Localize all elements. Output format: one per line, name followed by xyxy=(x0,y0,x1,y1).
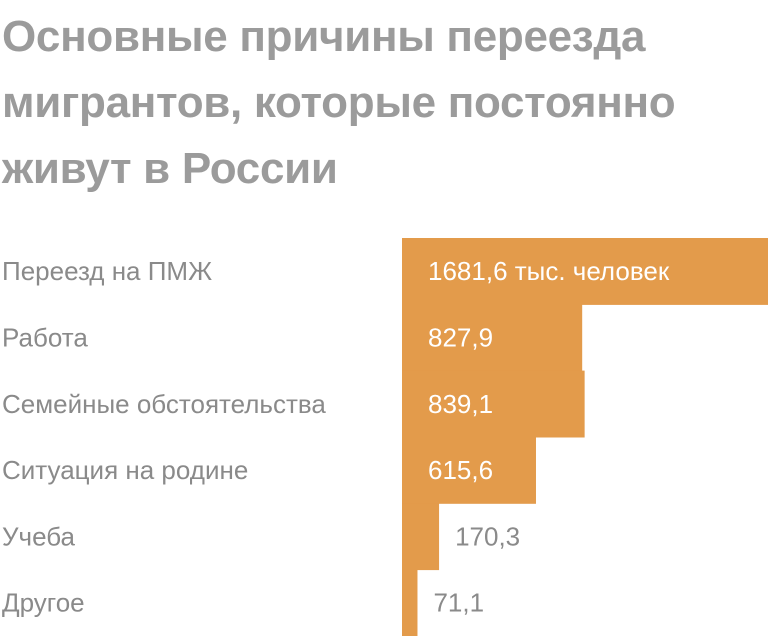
category-label-3: Ситуация на родине xyxy=(2,455,248,485)
bar-5 xyxy=(402,569,418,636)
chart-title: Основные причины переезда мигрантов, кот… xyxy=(2,12,676,193)
bar-1 xyxy=(402,304,583,372)
category-label-0: Переезд на ПМЖ xyxy=(2,256,212,286)
category-label-5: Другое xyxy=(2,588,85,618)
value-label-4: 170,3 xyxy=(455,521,520,551)
bar-4 xyxy=(402,503,440,571)
bars-group xyxy=(402,238,768,636)
category-label-1: Работа xyxy=(2,322,88,352)
value-label-2: 839,1 xyxy=(428,389,493,419)
value-label-5: 71,1 xyxy=(433,588,484,618)
value-labels-group: 1681,6 тыс. человек 827,9 839,1 615,6 170,3 7… xyxy=(428,256,670,618)
category-label-4: Учеба xyxy=(2,521,76,551)
bar-3 xyxy=(402,436,536,504)
bar-0 xyxy=(402,238,768,305)
value-label-0: 1681,6 тыс. человек xyxy=(428,256,670,286)
value-label-3: 615,6 xyxy=(428,455,493,485)
value-label-1: 827,9 xyxy=(428,322,493,352)
category-label-2: Семейные обстоятельства xyxy=(2,389,326,419)
category-labels-group: Переезд на ПМЖ Работа Семейные обстоятельс… xyxy=(2,256,326,618)
bar-2 xyxy=(402,370,585,438)
